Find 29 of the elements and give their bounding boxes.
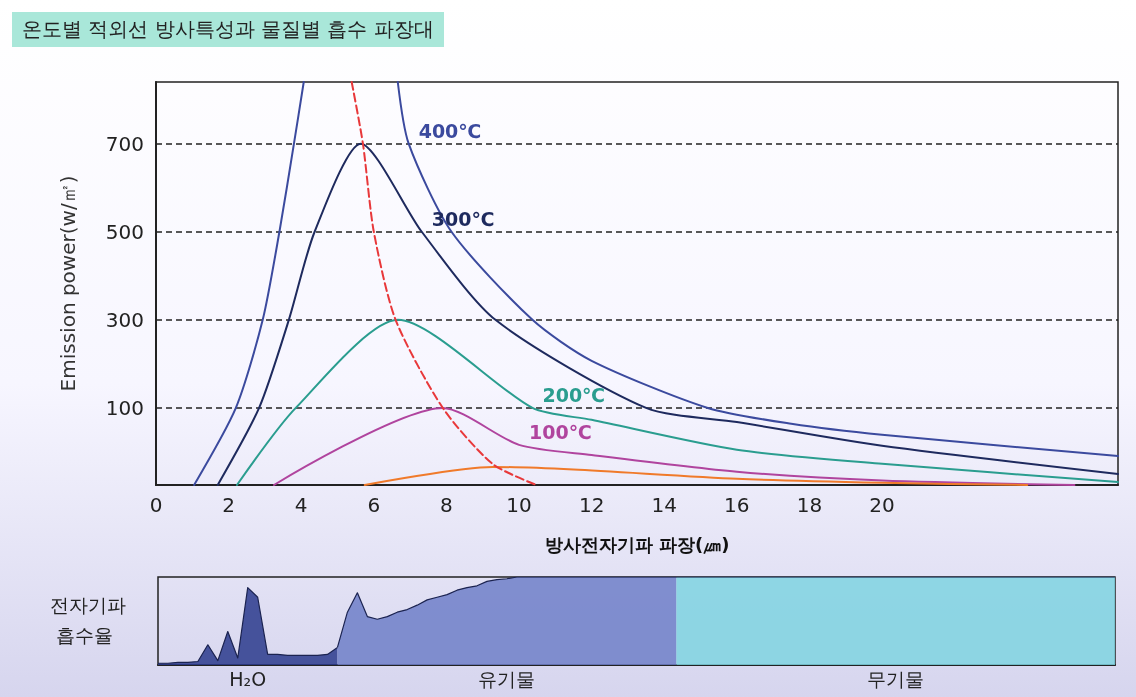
x-tick-label: 8 [440,493,453,517]
text: H₂O [229,667,267,690]
y-tick-label: 300 [105,307,144,332]
x-tick-label: 2 [222,493,235,517]
x-tick-label: 4 [294,493,308,517]
line-series [235,318,1119,486]
x-tick-label: 10 [506,493,532,517]
y-axis-title: Emission power(w/㎡) [56,175,80,392]
text: 유기물 [478,667,536,690]
y-tick-label: 100 [105,395,144,420]
text: 무기물 [867,667,925,690]
y-axis-title: 전자기파 흡수율 [50,594,126,646]
x-tick-label: 0 [149,493,163,517]
chart-title: 온도별 적외선 방사특성과 물질별 흡수 파장대 [12,12,444,47]
line-series [363,465,1029,486]
y-tick-label: 700 [105,131,144,156]
x-axis-title: 방사전자기파 파장(㎛) [544,533,730,555]
x-tick-label: 20 [869,493,895,517]
line-series [216,142,1119,486]
line-series [272,406,1076,486]
x-tick-label: 12 [578,493,605,517]
y-tick-label: 500 [105,219,144,244]
x-tick-label: 16 [724,493,750,517]
x-tick-label: 18 [796,493,823,517]
series-label: 100℃ [529,420,592,443]
series-label: 400℃ [418,119,482,142]
series-label: 200℃ [542,383,606,406]
x-tick-label: 14 [651,493,677,517]
x-tick-label: 6 [367,493,381,517]
